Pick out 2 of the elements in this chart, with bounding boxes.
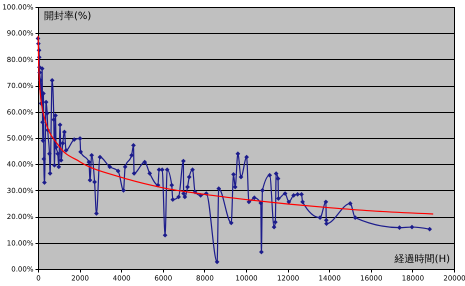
- y-axis-title: 開封率(%): [44, 10, 92, 22]
- x-axis-title: 経過時間(H): [394, 253, 450, 265]
